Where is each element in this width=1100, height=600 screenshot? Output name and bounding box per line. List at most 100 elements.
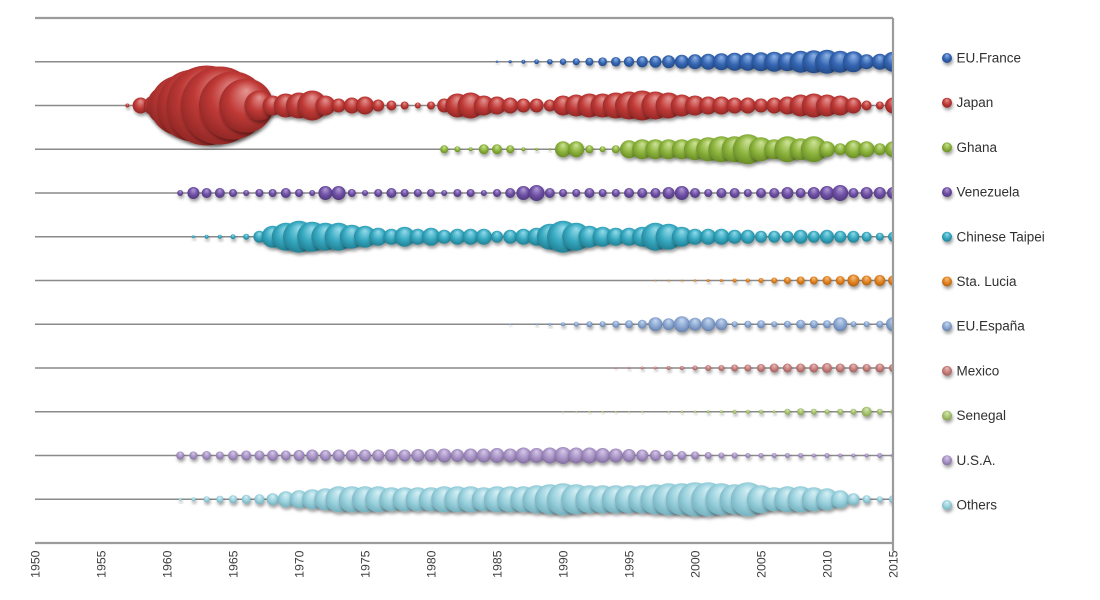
bubble [701,317,716,332]
bubble [835,363,845,373]
series-others [178,482,893,517]
bubble [462,228,479,245]
bubble [254,494,265,505]
bubble [215,451,224,460]
bubble [466,189,475,197]
bubble [847,274,860,287]
bubble [809,276,818,285]
legend-item-chinese-taipei: Chinese Taipei [942,229,1045,244]
bubble [712,53,730,71]
bubble [280,188,291,198]
bubble [636,56,648,68]
bubble [822,276,832,285]
bubble [677,451,687,460]
bubble [823,320,831,329]
bubble [860,187,873,199]
bubble [693,279,697,282]
bubble [230,234,236,240]
bubble [871,53,888,70]
bubble [625,320,633,329]
legend-item-sta-lucia: Sta. Lucia [942,274,1017,289]
x-axis-tick-label: 2015 [887,550,901,578]
bubble [745,278,750,283]
bubble [859,54,875,70]
bubble [437,229,452,244]
bubble [559,58,567,65]
bubble [850,408,857,415]
legend-item-others: Others [942,498,997,513]
bubble [726,97,743,114]
bubble [585,145,594,154]
bubble [886,317,893,332]
series-sta-lucia [654,274,893,287]
bubble [842,51,864,73]
legend-label: EU.France [957,51,1022,66]
series-eu-espa-a [509,316,893,333]
series-ghana [440,134,893,165]
x-axis-tick-label: 1970 [293,550,307,578]
bubble [662,318,675,331]
legend-marker-icon [942,187,952,198]
bubble [356,96,374,115]
bubble [810,408,817,415]
bubble [687,228,703,245]
bubble [424,449,438,462]
bubble [372,99,385,112]
bubble [648,317,663,332]
bubble [850,321,857,328]
bubble [731,364,739,372]
bubble [386,100,397,111]
bubble [374,189,383,197]
bubble [700,228,717,245]
x-axis-tick-label: 2010 [821,550,835,578]
legend-marker-icon [942,365,952,376]
bubble [848,363,858,373]
bubble [228,450,238,461]
bubble [495,60,499,63]
bubble [861,100,872,111]
bubble [394,226,415,247]
bubble [601,410,604,413]
bubble [505,188,516,198]
bubble [885,141,893,158]
bubble [819,141,835,158]
bubble [493,189,501,197]
bubble [502,97,519,114]
bubble [757,364,765,372]
bubble [771,453,777,458]
bubble [848,188,859,198]
bubble [781,230,794,243]
bubble [413,189,422,197]
bubble [807,187,820,199]
bubble [437,448,452,463]
bubble [877,453,883,458]
bubble [606,227,625,246]
bubble [548,322,552,326]
bubble [795,188,806,198]
bubble [506,145,515,154]
bubble [649,450,661,461]
bubble [873,187,886,199]
legend-label: Venezuela [957,185,1021,200]
bubble [757,320,765,329]
bubble [654,279,657,282]
bubble [476,448,491,463]
x-axis-tick-label: 1980 [425,550,439,578]
bubble [189,451,198,460]
bubble [824,409,830,415]
bubble [315,95,336,116]
bubble [572,189,581,197]
bubble [863,321,870,328]
bubble [700,53,717,70]
bubble [555,141,571,158]
bubble [832,185,849,201]
bubble [756,188,766,198]
series-u-s-a [176,447,893,464]
bubble [478,144,489,155]
bubble [217,234,222,239]
bubble [679,366,684,370]
bubble [862,495,871,504]
bubble [414,102,421,109]
bubble [547,58,553,65]
bubble [243,190,250,196]
